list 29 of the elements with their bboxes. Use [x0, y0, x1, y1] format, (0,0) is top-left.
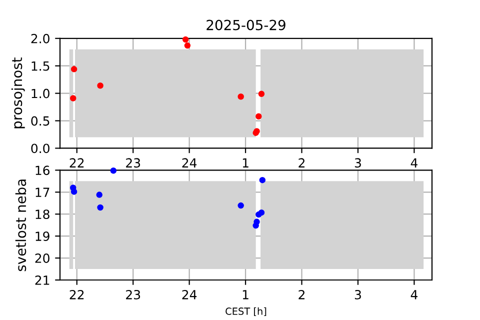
y-tick-label: 17: [36, 188, 50, 197]
y-tick-label: 19: [36, 232, 50, 241]
y-tick-label: 1.5: [32, 61, 50, 71]
x-tick-label: 1: [242, 158, 248, 168]
x-tick-label: 24: [182, 290, 197, 300]
chart-title: 2025-05-29: [206, 20, 286, 30]
y-tick-label: 2.0: [31, 34, 50, 44]
x-tick-label: 23: [126, 158, 140, 168]
y-tick-label: 18: [36, 210, 50, 220]
x-tick-label: 2: [298, 158, 304, 168]
y-tick-label: 0.5: [31, 116, 50, 126]
x-tick-label: 3: [354, 158, 361, 168]
x-tick-label: 3: [354, 290, 361, 300]
x-tick-label: 4: [410, 290, 418, 300]
x-tick-label: 1: [242, 290, 248, 300]
y-tick-label: 1.0: [32, 88, 50, 98]
x-tick-label: 22: [70, 158, 84, 168]
x-tick-label: 22: [70, 290, 84, 300]
x-tick-label: 24: [182, 158, 197, 168]
y-tick-label: 16: [36, 166, 50, 176]
x-axis-title: CEST [h]: [226, 307, 266, 316]
y-tick-label: 20: [35, 254, 50, 263]
x-tick-label: 23: [126, 290, 140, 300]
x-tick-label: 2: [298, 290, 304, 300]
x-tick-label: 4: [410, 158, 418, 168]
y-axis-title: prosojnost: [11, 58, 25, 128]
y-tick-label: 0.0: [31, 144, 50, 154]
y-axis-title: svetlost neba: [15, 180, 26, 272]
y-tick-label: 21: [35, 275, 50, 285]
